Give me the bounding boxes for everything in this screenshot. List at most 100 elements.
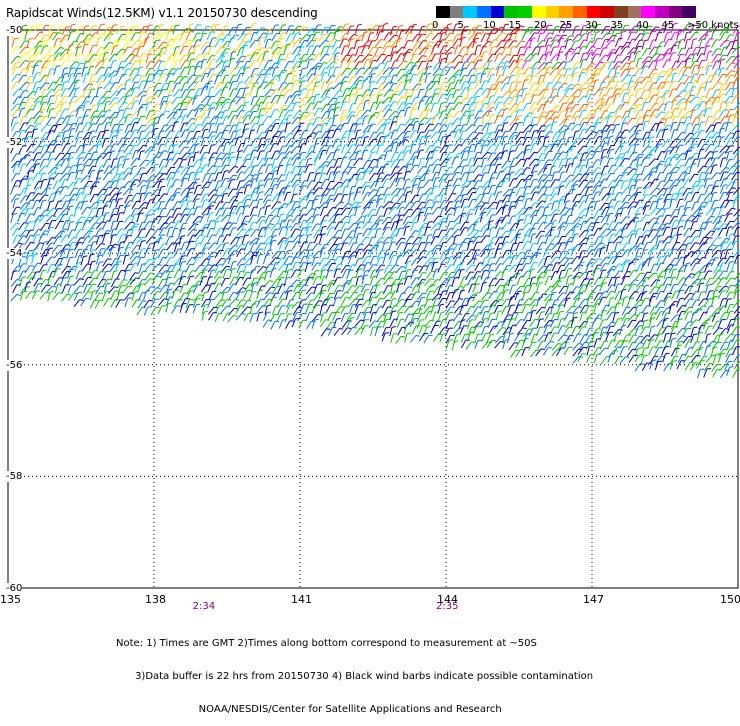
wind-barb — [384, 90, 390, 97]
wind-barb — [209, 117, 214, 124]
wind-barb-feather — [119, 179, 123, 180]
wind-barb — [522, 61, 526, 69]
wind-barb — [705, 39, 710, 47]
wind-barb-feather — [570, 49, 574, 50]
wind-barb-feather — [563, 68, 567, 69]
wind-barb-feather — [351, 94, 355, 95]
wind-barb-feather — [575, 131, 579, 132]
wind-barb-feather — [211, 123, 215, 124]
wind-barb — [110, 61, 113, 70]
wind-barb-feather — [577, 84, 581, 85]
wind-barb-feather — [526, 149, 530, 150]
wind-barb — [153, 40, 157, 48]
wind-barb-feather — [268, 116, 272, 117]
wind-barb-feather — [317, 66, 321, 67]
wind-barb — [396, 144, 398, 153]
wind-barb-feather — [593, 132, 597, 133]
wind-barb — [551, 123, 553, 132]
wind-barb — [664, 33, 667, 42]
wind-barb-feather — [730, 35, 734, 36]
wind-barb-feather — [218, 181, 222, 182]
wind-barb — [256, 28, 262, 35]
wind-barb — [524, 41, 528, 49]
wind-barb — [41, 25, 46, 33]
wind-barb-feather — [637, 130, 641, 131]
wind-barb-feather — [135, 56, 139, 57]
wind-barb — [691, 139, 695, 147]
wind-barb-feather — [669, 180, 673, 181]
wind-barb — [713, 123, 716, 131]
wind-barb-feather — [710, 131, 714, 132]
wind-barb — [594, 89, 600, 96]
wind-barb — [419, 48, 425, 55]
wind-barb — [62, 124, 68, 131]
wind-barb-feather — [714, 151, 718, 152]
wind-barb — [153, 152, 159, 159]
wind-barb-feather — [197, 185, 201, 186]
wind-barb-feather — [542, 82, 546, 83]
wind-barb — [657, 152, 661, 160]
wind-barb-feather — [682, 61, 686, 62]
wind-barb-feather — [32, 144, 36, 145]
wind-barb — [202, 118, 206, 126]
wind-barb-feather — [247, 185, 251, 186]
wind-barb-feather — [47, 125, 51, 126]
wind-barb-feather — [274, 170, 278, 171]
wind-barb — [433, 178, 436, 187]
wind-barb-feather — [418, 42, 422, 43]
wind-barb — [678, 109, 682, 117]
wind-barb-feather — [221, 47, 225, 48]
wind-barb-feather — [420, 187, 424, 188]
wind-barb-feather — [60, 153, 64, 154]
wind-barb — [62, 27, 66, 35]
wind-barb-feather — [179, 77, 183, 78]
wind-barb-feather — [532, 38, 536, 39]
wind-barb-feather — [422, 56, 426, 57]
wind-barb — [621, 188, 626, 195]
wind-barb — [207, 166, 213, 173]
wind-barb — [452, 119, 457, 126]
wind-barb — [195, 55, 199, 63]
wind-barb-feather — [462, 115, 466, 116]
wind-barb-feather — [479, 125, 483, 126]
wind-barb — [410, 165, 415, 173]
wind-barb-feather — [343, 102, 347, 103]
wind-barb-feather — [709, 51, 713, 52]
wind-barb-feather — [632, 185, 636, 186]
wind-barb — [396, 54, 401, 62]
wind-barb-feather — [350, 131, 354, 132]
wind-barb — [475, 46, 477, 55]
wind-barb — [424, 171, 427, 180]
wind-barb-feather — [71, 128, 75, 129]
wind-barb-feather — [315, 86, 319, 87]
wind-barb — [418, 61, 422, 69]
wind-barb — [585, 187, 589, 195]
wind-barb — [705, 117, 708, 126]
wind-barb-feather — [526, 94, 530, 95]
wind-barb — [272, 33, 277, 41]
wind-barb-feather — [249, 83, 253, 84]
wind-barb — [426, 54, 432, 61]
wind-barb — [305, 137, 308, 146]
wind-barb — [621, 63, 626, 70]
wind-barb — [390, 122, 393, 130]
wind-barb-feather — [624, 93, 628, 94]
wind-barb — [559, 159, 562, 167]
wind-barb — [629, 160, 633, 168]
wind-barb-feather — [282, 89, 286, 90]
wind-barb — [209, 153, 214, 161]
wind-barb — [286, 34, 291, 42]
wind-barb — [453, 55, 459, 62]
wind-barb-feather — [452, 131, 456, 132]
wind-barb-feather — [477, 73, 481, 74]
wind-barb-feather — [131, 27, 135, 28]
wind-barb-feather — [111, 151, 115, 152]
wind-barb-feather — [253, 150, 257, 151]
wind-barb — [299, 97, 305, 104]
wind-barb-feather — [235, 67, 239, 68]
wind-barb — [663, 147, 669, 154]
wind-barb — [642, 41, 644, 50]
wind-barb-feather — [389, 161, 393, 162]
wind-barb — [669, 69, 674, 77]
wind-barb-feather — [656, 54, 660, 55]
